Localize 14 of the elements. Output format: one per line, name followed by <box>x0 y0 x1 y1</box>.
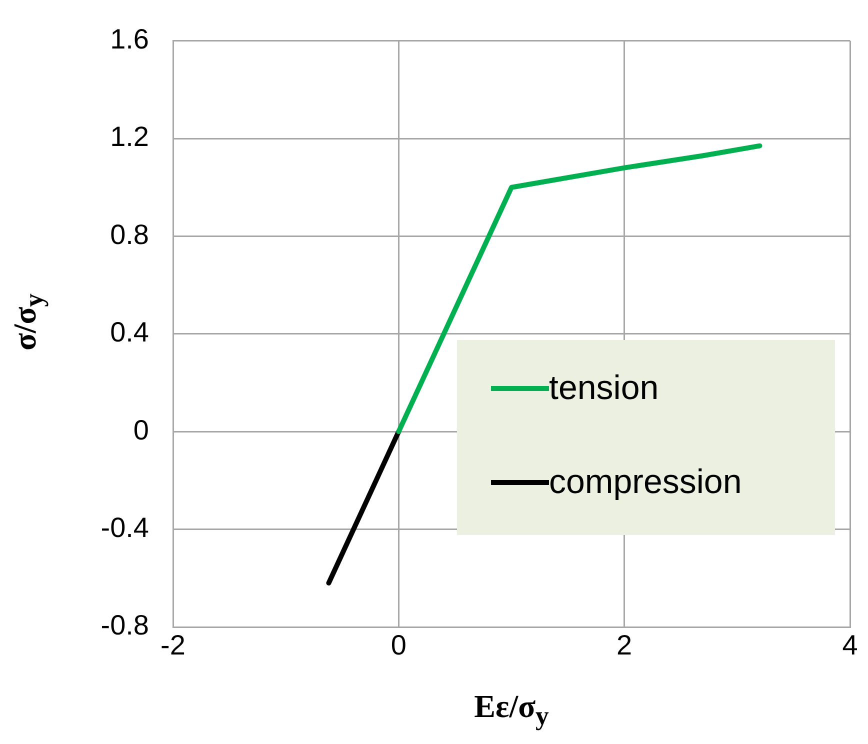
y-tick-label: -0.8 <box>100 610 149 641</box>
legend-label: compression <box>549 462 742 502</box>
x-tick-label: 2 <box>616 630 632 661</box>
y-tick-label: -0.4 <box>100 512 149 544</box>
y-tick-label: 0 <box>133 414 149 446</box>
x-tick-label: 0 <box>390 630 406 661</box>
y-tick-label: 0.4 <box>110 316 149 348</box>
legend-label: tension <box>549 368 659 408</box>
y-tick-label: 1.2 <box>110 121 149 152</box>
x-tick-label: -2 <box>160 630 186 661</box>
x-axis-title: Eε/σ$_{y}$ <box>473 688 550 732</box>
y-tick-label: 0.8 <box>110 218 149 250</box>
x-tick-label: 4 <box>842 630 858 661</box>
y-tick-label: 1.6 <box>110 24 149 55</box>
